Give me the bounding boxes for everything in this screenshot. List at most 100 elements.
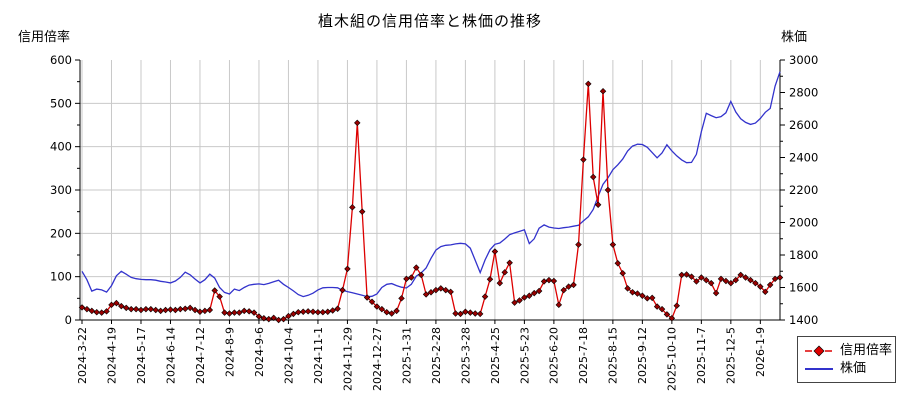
credit-ratio-marker	[481, 293, 489, 300]
chart-title: 植木組の信用倍率と株価の推移	[317, 12, 542, 30]
credit-ratio-marker	[157, 307, 164, 315]
credit-ratio-marker	[575, 241, 582, 248]
credit-ratio-marker	[673, 302, 680, 309]
credit-ratio-marker	[417, 271, 425, 279]
credit-ratio-marker	[349, 204, 356, 211]
credit-ratio-marker	[388, 310, 395, 317]
credit-ratio-marker	[599, 87, 607, 95]
x-tick-label: 2025-1-31	[400, 327, 413, 384]
credit-ratio-marker	[236, 309, 243, 316]
credit-ratio-marker	[226, 310, 233, 317]
credit-ratio-marker	[776, 274, 784, 281]
credit-ratio-marker	[442, 286, 449, 294]
credit-ratio-marker	[299, 308, 307, 315]
credit-ratio-marker	[698, 274, 705, 281]
credit-ratio-marker	[137, 306, 145, 314]
credit-ratio-marker	[250, 309, 258, 316]
credit-ratio-marker	[132, 305, 140, 313]
credit-ratio-marker	[211, 287, 218, 294]
credit-ratio-marker	[358, 208, 366, 215]
credit-ratio-marker	[629, 289, 636, 296]
credit-ratio-marker	[663, 311, 671, 318]
legend: 信用倍率 株価	[797, 336, 896, 383]
credit-ratio-marker	[747, 276, 754, 284]
credit-ratio-marker	[329, 307, 336, 314]
y-tick-label-right: 1600	[789, 281, 818, 295]
credit-ratio-marker	[78, 304, 86, 311]
credit-ratio-marker	[408, 274, 415, 281]
credit-ratio-marker	[231, 309, 238, 316]
credit-ratio-marker	[757, 283, 764, 290]
credit-ratio-marker	[688, 273, 695, 280]
credit-ratio-marker	[737, 271, 744, 279]
y-tick-label-right: 1400	[789, 313, 818, 327]
credit-ratio-marker	[177, 305, 184, 313]
credit-ratio-marker	[580, 156, 587, 163]
credit-ratio-marker	[403, 275, 410, 283]
stock-price-legend-sample	[805, 367, 833, 370]
credit-ratio-marker	[378, 305, 386, 313]
credit-ratio-marker	[707, 279, 715, 287]
credit-ratio-marker	[447, 288, 454, 296]
credit-ratio-marker	[727, 279, 735, 287]
credit-ratio-marker	[472, 310, 479, 317]
credit-ratio-marker	[339, 286, 346, 294]
x-tick-label: 2025-2-28	[430, 327, 443, 384]
credit-ratio-marker	[732, 276, 739, 284]
credit-ratio-marker	[619, 269, 626, 277]
credit-ratio-marker	[354, 119, 361, 127]
credit-ratio-marker	[462, 308, 469, 315]
credit-ratio-marker	[216, 293, 223, 300]
credit-ratio-marker	[648, 294, 656, 302]
credit-ratio-marker	[614, 260, 622, 267]
credit-ratio-marker	[147, 305, 155, 313]
credit-ratio-marker	[240, 307, 248, 315]
x-tick-label: 2024-7-12	[194, 327, 207, 384]
x-tick-label: 2024-11-29	[341, 327, 354, 391]
x-tick-label: 2024-3-22	[76, 327, 89, 384]
x-tick-label: 2024-9-6	[253, 327, 266, 377]
credit-ratio-marker	[531, 289, 538, 297]
credit-ratio-marker	[565, 283, 572, 290]
credit-ratio-marker	[452, 310, 459, 317]
credit-ratio-marker	[678, 271, 685, 279]
credit-ratio-marker	[280, 315, 287, 323]
y-tick-label-left: 500	[50, 96, 72, 110]
credit-ratio-marker	[368, 298, 376, 306]
legend-label-credit-ratio: 信用倍率	[840, 343, 893, 358]
x-tick-label: 2025-7-18	[577, 327, 590, 384]
x-tick-label: 2024-11-1	[312, 327, 325, 384]
credit-ratio-marker	[644, 295, 651, 302]
credit-ratio-marker	[639, 292, 646, 299]
x-tick-label: 2024-10-4	[282, 327, 295, 384]
x-tick-label: 2024-5-17	[135, 327, 148, 384]
credit-ratio-marker	[88, 307, 96, 315]
x-tick-label: 2024-6-14	[164, 327, 177, 384]
credit-ratio-marker	[413, 264, 420, 271]
credit-ratio-marker	[172, 306, 179, 314]
y-tick-label-right: 2400	[789, 151, 818, 165]
credit-ratio-marker	[604, 186, 612, 194]
credit-ratio-marker	[304, 308, 312, 315]
credit-ratio-marker	[245, 308, 253, 315]
credit-ratio-marker	[314, 308, 322, 316]
credit-ratio-marker	[634, 290, 641, 297]
credit-ratio-marker	[589, 173, 597, 181]
y-tick-label-left: 200	[50, 226, 72, 240]
credit-ratio-marker	[108, 301, 115, 309]
credit-ratio-marker	[506, 259, 513, 267]
credit-ratio-marker	[427, 289, 435, 296]
credit-ratio-marker	[693, 278, 700, 285]
credit-ratio-marker	[295, 308, 302, 316]
credit-ratio-marker	[270, 314, 277, 322]
credit-ratio-marker	[113, 299, 120, 307]
y-tick-label-left: 400	[50, 140, 72, 154]
credit-ratio-marker	[766, 281, 774, 289]
credit-ratio-marker	[535, 287, 543, 295]
x-tick-label: 2024-12-27	[371, 327, 384, 391]
x-tick-label: 2024-4-19	[105, 327, 118, 384]
credit-ratio-marker	[260, 315, 268, 322]
credit-ratio-marker	[393, 307, 400, 315]
